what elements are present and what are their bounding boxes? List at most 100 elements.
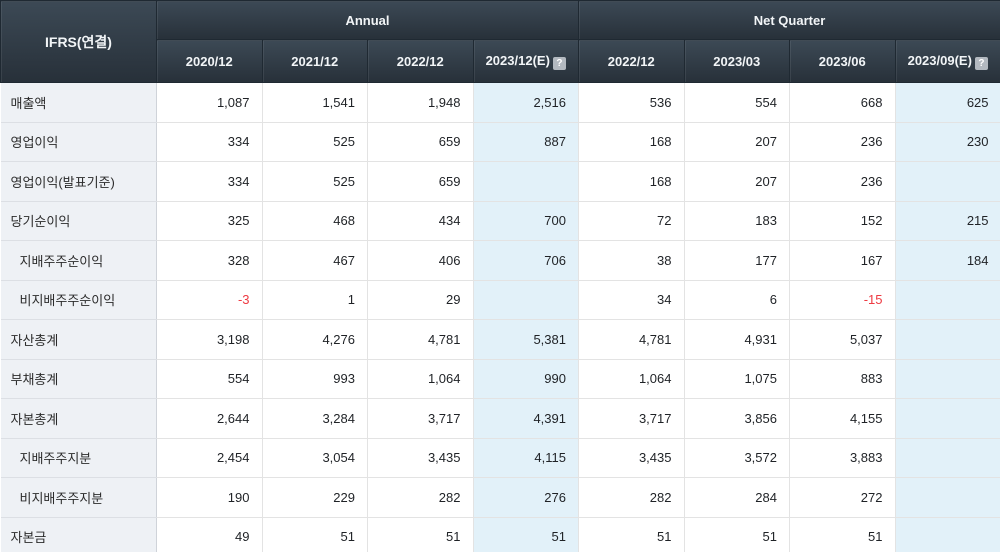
value-cell: 152 <box>789 200 896 241</box>
value-cell: 282 <box>578 477 685 518</box>
value-cell: 168 <box>578 121 685 162</box>
value-cell: 325 <box>156 200 263 241</box>
column-header: 2022/12 <box>367 39 474 83</box>
column-header-label: 2022/12 <box>396 53 444 69</box>
value-cell: 168 <box>578 161 685 202</box>
row-label: 비지배주주순이익 <box>0 279 157 320</box>
value-cell: 700 <box>472 200 579 241</box>
value-cell: 554 <box>683 82 790 123</box>
table-header: IFRS(연결) Annual Net Quarter 2020/12 2021… <box>0 0 1000 83</box>
value-cell: 4,931 <box>683 319 790 360</box>
value-cell: 51 <box>472 516 579 552</box>
value-cell <box>472 161 579 202</box>
table-row: 지배주주지분 2,454 3,054 3,435 4,115 3,435 3,572 3,… <box>0 437 1000 478</box>
column-header: 2023/03 <box>683 39 790 83</box>
value-cell: 887 <box>472 121 579 162</box>
value-cell: 2,454 <box>156 437 263 478</box>
value-cell: 51 <box>261 516 368 552</box>
value-cell <box>894 477 1000 518</box>
value-cell: 177 <box>683 240 790 281</box>
value-cell: 659 <box>367 121 474 162</box>
table-row: 자산총계 3,198 4,276 4,781 5,381 4,781 4,931 5,03… <box>0 319 1000 360</box>
corner-header-ifrs: IFRS(연결) <box>0 0 157 83</box>
row-label: 매출액 <box>0 82 157 123</box>
row-label: 자본총계 <box>0 398 157 439</box>
value-cell: 4,276 <box>261 319 368 360</box>
table-row: 비지배주주지분 190 229 282 276 282 284 272 <box>0 477 1000 518</box>
value-cell: 51 <box>578 516 685 552</box>
value-cell: 525 <box>261 161 368 202</box>
value-cell: 668 <box>789 82 896 123</box>
value-cell: 3,717 <box>367 398 474 439</box>
value-cell <box>894 319 1000 360</box>
value-cell: 272 <box>789 477 896 518</box>
value-cell: 328 <box>156 240 263 281</box>
column-header-label: 2022/12 <box>607 53 655 69</box>
value-cell: 1,948 <box>367 82 474 123</box>
value-cell: 659 <box>367 161 474 202</box>
table-body: 매출액 1,087 1,541 1,948 2,516 536 554 668 625 영업… <box>0 82 1000 552</box>
value-cell: 183 <box>683 200 790 241</box>
value-cell: 3,856 <box>683 398 790 439</box>
table-row: 비지배주주순이익 -3 1 29 34 6 -15 <box>0 279 1000 320</box>
value-cell: 3,054 <box>261 437 368 478</box>
value-cell: -3 <box>156 279 263 320</box>
value-cell: 51 <box>683 516 790 552</box>
value-cell: 5,381 <box>472 319 579 360</box>
value-cell: 3,435 <box>367 437 474 478</box>
value-cell: 284 <box>683 477 790 518</box>
value-cell: -15 <box>789 279 896 320</box>
value-cell: 1,064 <box>578 358 685 399</box>
value-cell: 334 <box>156 121 263 162</box>
value-cell: 190 <box>156 477 263 518</box>
value-cell: 334 <box>156 161 263 202</box>
help-icon[interactable]: ? <box>974 56 988 70</box>
value-cell: 49 <box>156 516 263 552</box>
row-label: 부채총계 <box>0 358 157 399</box>
table-row: 당기순이익 325 468 434 700 72 183 152 215 <box>0 200 1000 241</box>
value-cell: 3,883 <box>789 437 896 478</box>
value-cell: 282 <box>367 477 474 518</box>
value-cell: 3,198 <box>156 319 263 360</box>
value-cell: 468 <box>261 200 368 241</box>
value-cell: 29 <box>367 279 474 320</box>
column-header: 2022/12 <box>578 39 685 83</box>
value-cell: 236 <box>789 121 896 162</box>
column-group-header-net-quarter: Net Quarter <box>577 0 1000 40</box>
table-row: 영업이익 334 525 659 887 168 207 236 230 <box>0 121 1000 162</box>
value-cell: 167 <box>789 240 896 281</box>
value-cell: 230 <box>894 121 1000 162</box>
value-cell: 34 <box>578 279 685 320</box>
row-label: 지배주주순이익 <box>0 240 157 281</box>
column-header-label: 2023/06 <box>818 53 866 69</box>
column-header: 2021/12 <box>261 39 368 83</box>
row-label: 자본금 <box>0 516 157 552</box>
value-cell: 207 <box>683 121 790 162</box>
value-cell: 184 <box>894 240 1000 281</box>
value-cell: 993 <box>261 358 368 399</box>
value-cell <box>472 279 579 320</box>
value-cell: 1,087 <box>156 82 263 123</box>
value-cell: 4,155 <box>789 398 896 439</box>
value-cell: 207 <box>683 161 790 202</box>
value-cell: 4,781 <box>367 319 474 360</box>
value-cell: 4,391 <box>472 398 579 439</box>
value-cell: 990 <box>472 358 579 399</box>
value-cell: 51 <box>367 516 474 552</box>
column-header: 2020/12 <box>156 39 263 83</box>
value-cell: 236 <box>789 161 896 202</box>
help-icon[interactable]: ? <box>552 56 566 70</box>
column-header-label: 2023/03 <box>713 53 761 69</box>
row-label: 영업이익(발표기준) <box>0 161 157 202</box>
value-cell <box>894 437 1000 478</box>
value-cell: 38 <box>578 240 685 281</box>
row-label: 당기순이익 <box>0 200 157 241</box>
value-cell: 1 <box>261 279 368 320</box>
column-header-estimate: 2023/12(E)? <box>472 39 579 83</box>
value-cell: 883 <box>789 358 896 399</box>
value-cell: 1,541 <box>261 82 368 123</box>
value-cell: 467 <box>261 240 368 281</box>
column-header-label: 2020/12 <box>185 53 233 69</box>
column-header-label: 2023/12(E) <box>485 52 550 68</box>
column-header: 2023/06 <box>789 39 896 83</box>
